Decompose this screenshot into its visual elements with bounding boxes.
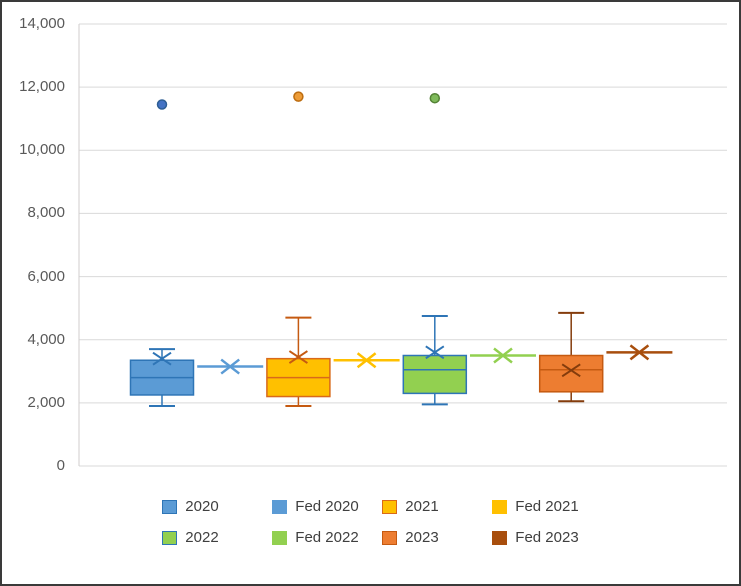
legend-swatch-icon [272, 530, 288, 545]
legend-item-fed-2021: Fed 2021 [492, 498, 579, 515]
y-tick-label-2,000: 2,000 [27, 393, 65, 411]
legend-label: 2022 [185, 529, 219, 546]
legend-swatch-icon [162, 530, 178, 545]
y-tick-label-6,000: 6,000 [27, 267, 65, 285]
fed-line-series-fed-2021 [333, 352, 400, 369]
outlier-point [293, 91, 304, 102]
chart-legend: 2020 Fed 2020 2021 Fed 2021 2022 Fed 2022 2023… [2, 498, 739, 546]
legend-row-2: 2022 Fed 2022 2023 Fed 2023 [162, 529, 579, 546]
mean-x-marker [288, 350, 308, 364]
legend-item-2022: 2022 [162, 529, 272, 546]
legend-item-fed-2022: Fed 2022 [272, 529, 382, 546]
box-iqr [402, 354, 468, 395]
y-tick-label-4,000: 4,000 [27, 330, 65, 348]
legend-swatch-icon [272, 499, 288, 514]
box-series-2020 [129, 99, 195, 408]
legend-label: Fed 2021 [515, 498, 579, 515]
legend-row-1: 2020 Fed 2020 2021 Fed 2021 [162, 498, 579, 515]
legend-swatch-icon [382, 530, 398, 545]
y-tick-label-8,000: 8,000 [27, 204, 65, 222]
mean-x-marker [152, 351, 172, 366]
box-series-2022 [402, 92, 468, 406]
legend-label: Fed 2020 [295, 498, 359, 515]
legend-item-fed-2023: Fed 2023 [492, 529, 579, 546]
y-tick-label-12,000: 12,000 [19, 78, 65, 96]
fed-x-marker [356, 352, 377, 369]
fed-line-series-fed-2022 [470, 347, 536, 364]
y-tick-label-14,000: 14,000 [19, 15, 65, 32]
y-tick-label-0: 0 [56, 457, 65, 474]
legend-swatch-icon [492, 530, 508, 545]
legend-item-fed-2020: Fed 2020 [272, 498, 382, 515]
fed-x-marker [220, 358, 240, 375]
legend-label: Fed 2022 [295, 529, 359, 546]
legend-label: Fed 2023 [515, 529, 579, 546]
legend-item-2021: 2021 [382, 498, 492, 515]
fed-x-marker [629, 344, 650, 361]
y-axis-tick-labels: 0 2,000 4,000 6,000 8,000 10,000 12,000 14,000 [2, 2, 67, 482]
mean-x-marker [561, 363, 581, 378]
y-tick-label-10,000: 10,000 [19, 141, 65, 159]
gridlines [78, 23, 727, 467]
box-series-2023 [538, 311, 604, 403]
legend-swatch-icon [382, 499, 398, 514]
legend-item-2023: 2023 [382, 529, 492, 546]
fed-x-marker [493, 347, 513, 364]
legend-label: 2023 [405, 529, 439, 546]
outlier-point [429, 92, 441, 104]
legend-swatch-icon [492, 499, 508, 514]
legend-swatch-icon [162, 499, 178, 514]
mean-x-marker [425, 345, 445, 360]
box-series-2021 [266, 91, 331, 408]
outlier-point [156, 99, 168, 110]
box-iqr [538, 354, 604, 393]
fed-line-series-fed-2020 [197, 358, 264, 375]
legend-item-2020: 2020 [162, 498, 272, 515]
legend-label: 2021 [405, 498, 439, 515]
fed-line-series-fed-2023 [606, 344, 673, 361]
legend-label: 2020 [185, 498, 219, 515]
